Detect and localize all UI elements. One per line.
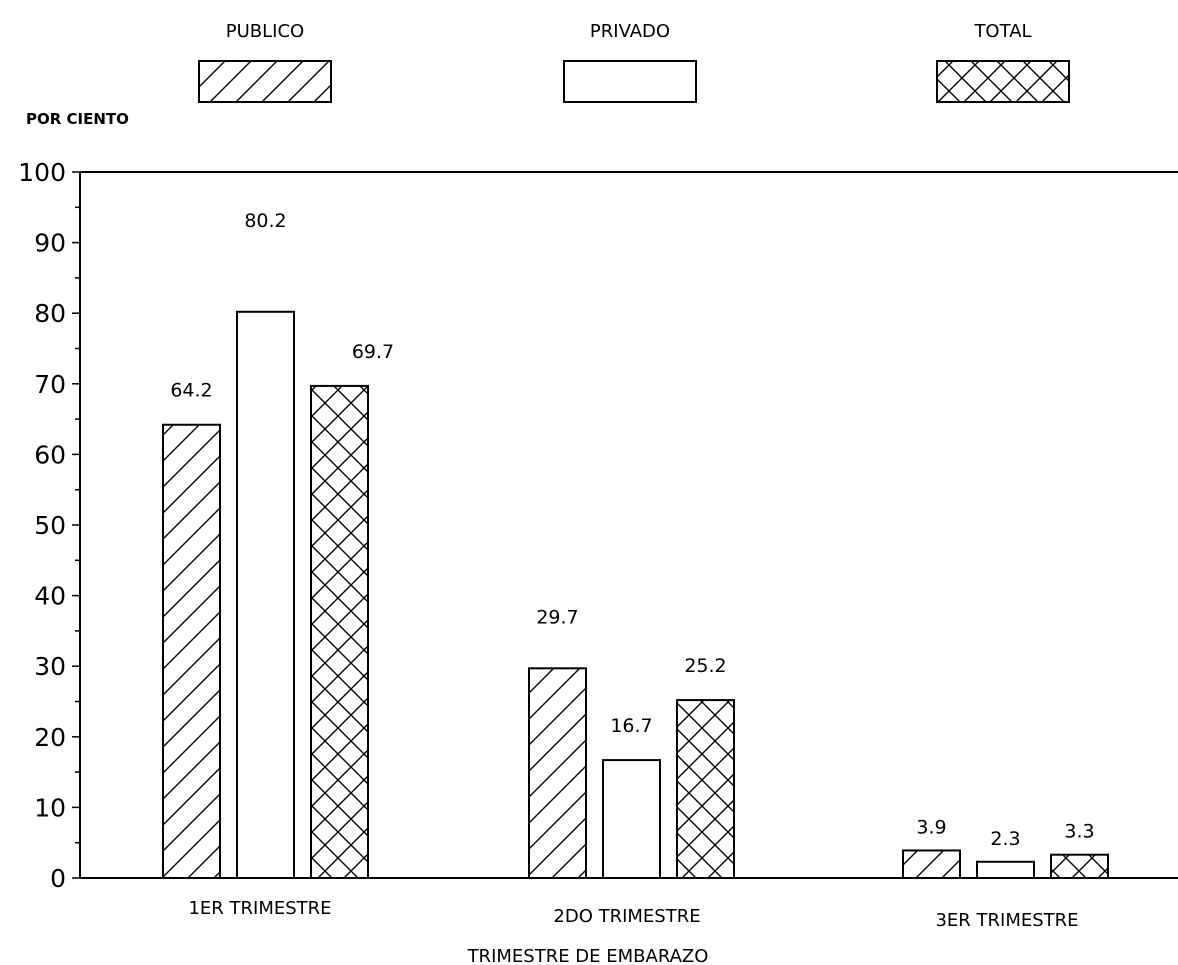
legend-label-privado: PRIVADO [590,21,670,42]
bars [162,310,1109,880]
bar-privado [236,310,295,879]
y-tick-label: 20 [34,723,66,752]
x-tick-label: 1ER TRIMESTRE [188,898,331,919]
y-tick-label: 80 [34,299,66,328]
legend-swatch-privado [563,60,697,103]
bar-publico [902,849,961,880]
y-tick-label: 40 [34,582,66,611]
value-label-publico: 29.7 [536,606,578,628]
bar-total [1050,853,1109,880]
value-label-total: 3.3 [1064,821,1094,843]
y-tick-label: 50 [34,511,66,540]
bar-privado [976,860,1035,880]
bar-privado [602,759,661,880]
bar-total [310,384,369,879]
x-axis-title: TRIMESTRE DE EMBARAZO [467,946,709,965]
legend-swatch-publico [198,60,332,103]
y-tick-label: 30 [34,652,66,681]
value-label-privado: 2.3 [990,828,1020,850]
y-tick-label: 10 [34,793,66,822]
value-label-total: 25.2 [684,655,726,677]
y-tick-label: 70 [34,370,66,399]
bar-publico [528,667,587,879]
legend-label-total: TOTAL [973,21,1031,42]
x-tick-labels: 1ER TRIMESTRE 2DO TRIMESTRE 3ER TRIMESTRE [188,898,1078,931]
legend-swatch-total [936,60,1070,103]
y-tick-label: 90 [34,229,66,258]
bar-total [676,699,735,880]
y-tick-label: 0 [50,864,66,893]
value-label-total: 69.7 [352,341,394,363]
value-label-privado: 16.7 [610,715,652,737]
value-labels: 64.2 29.7 3.9 80.2 16.7 2.3 69.7 25.2 3.3 [170,210,1094,850]
y-tick-label: 100 [18,158,66,187]
value-label-publico: 64.2 [170,380,212,402]
x-tick-label: 3ER TRIMESTRE [935,910,1078,931]
y-axis-title: POR CIENTO [26,110,129,128]
bar-publico [162,423,221,879]
legend: PUBLICO PRIVADO TOTAL [198,21,1070,103]
legend-label-publico: PUBLICO [226,21,304,42]
y-tick-label: 60 [34,440,66,469]
value-label-publico: 3.9 [916,816,946,838]
value-label-privado: 80.2 [244,210,286,232]
x-tick-label: 2DO TRIMESTRE [553,906,700,927]
